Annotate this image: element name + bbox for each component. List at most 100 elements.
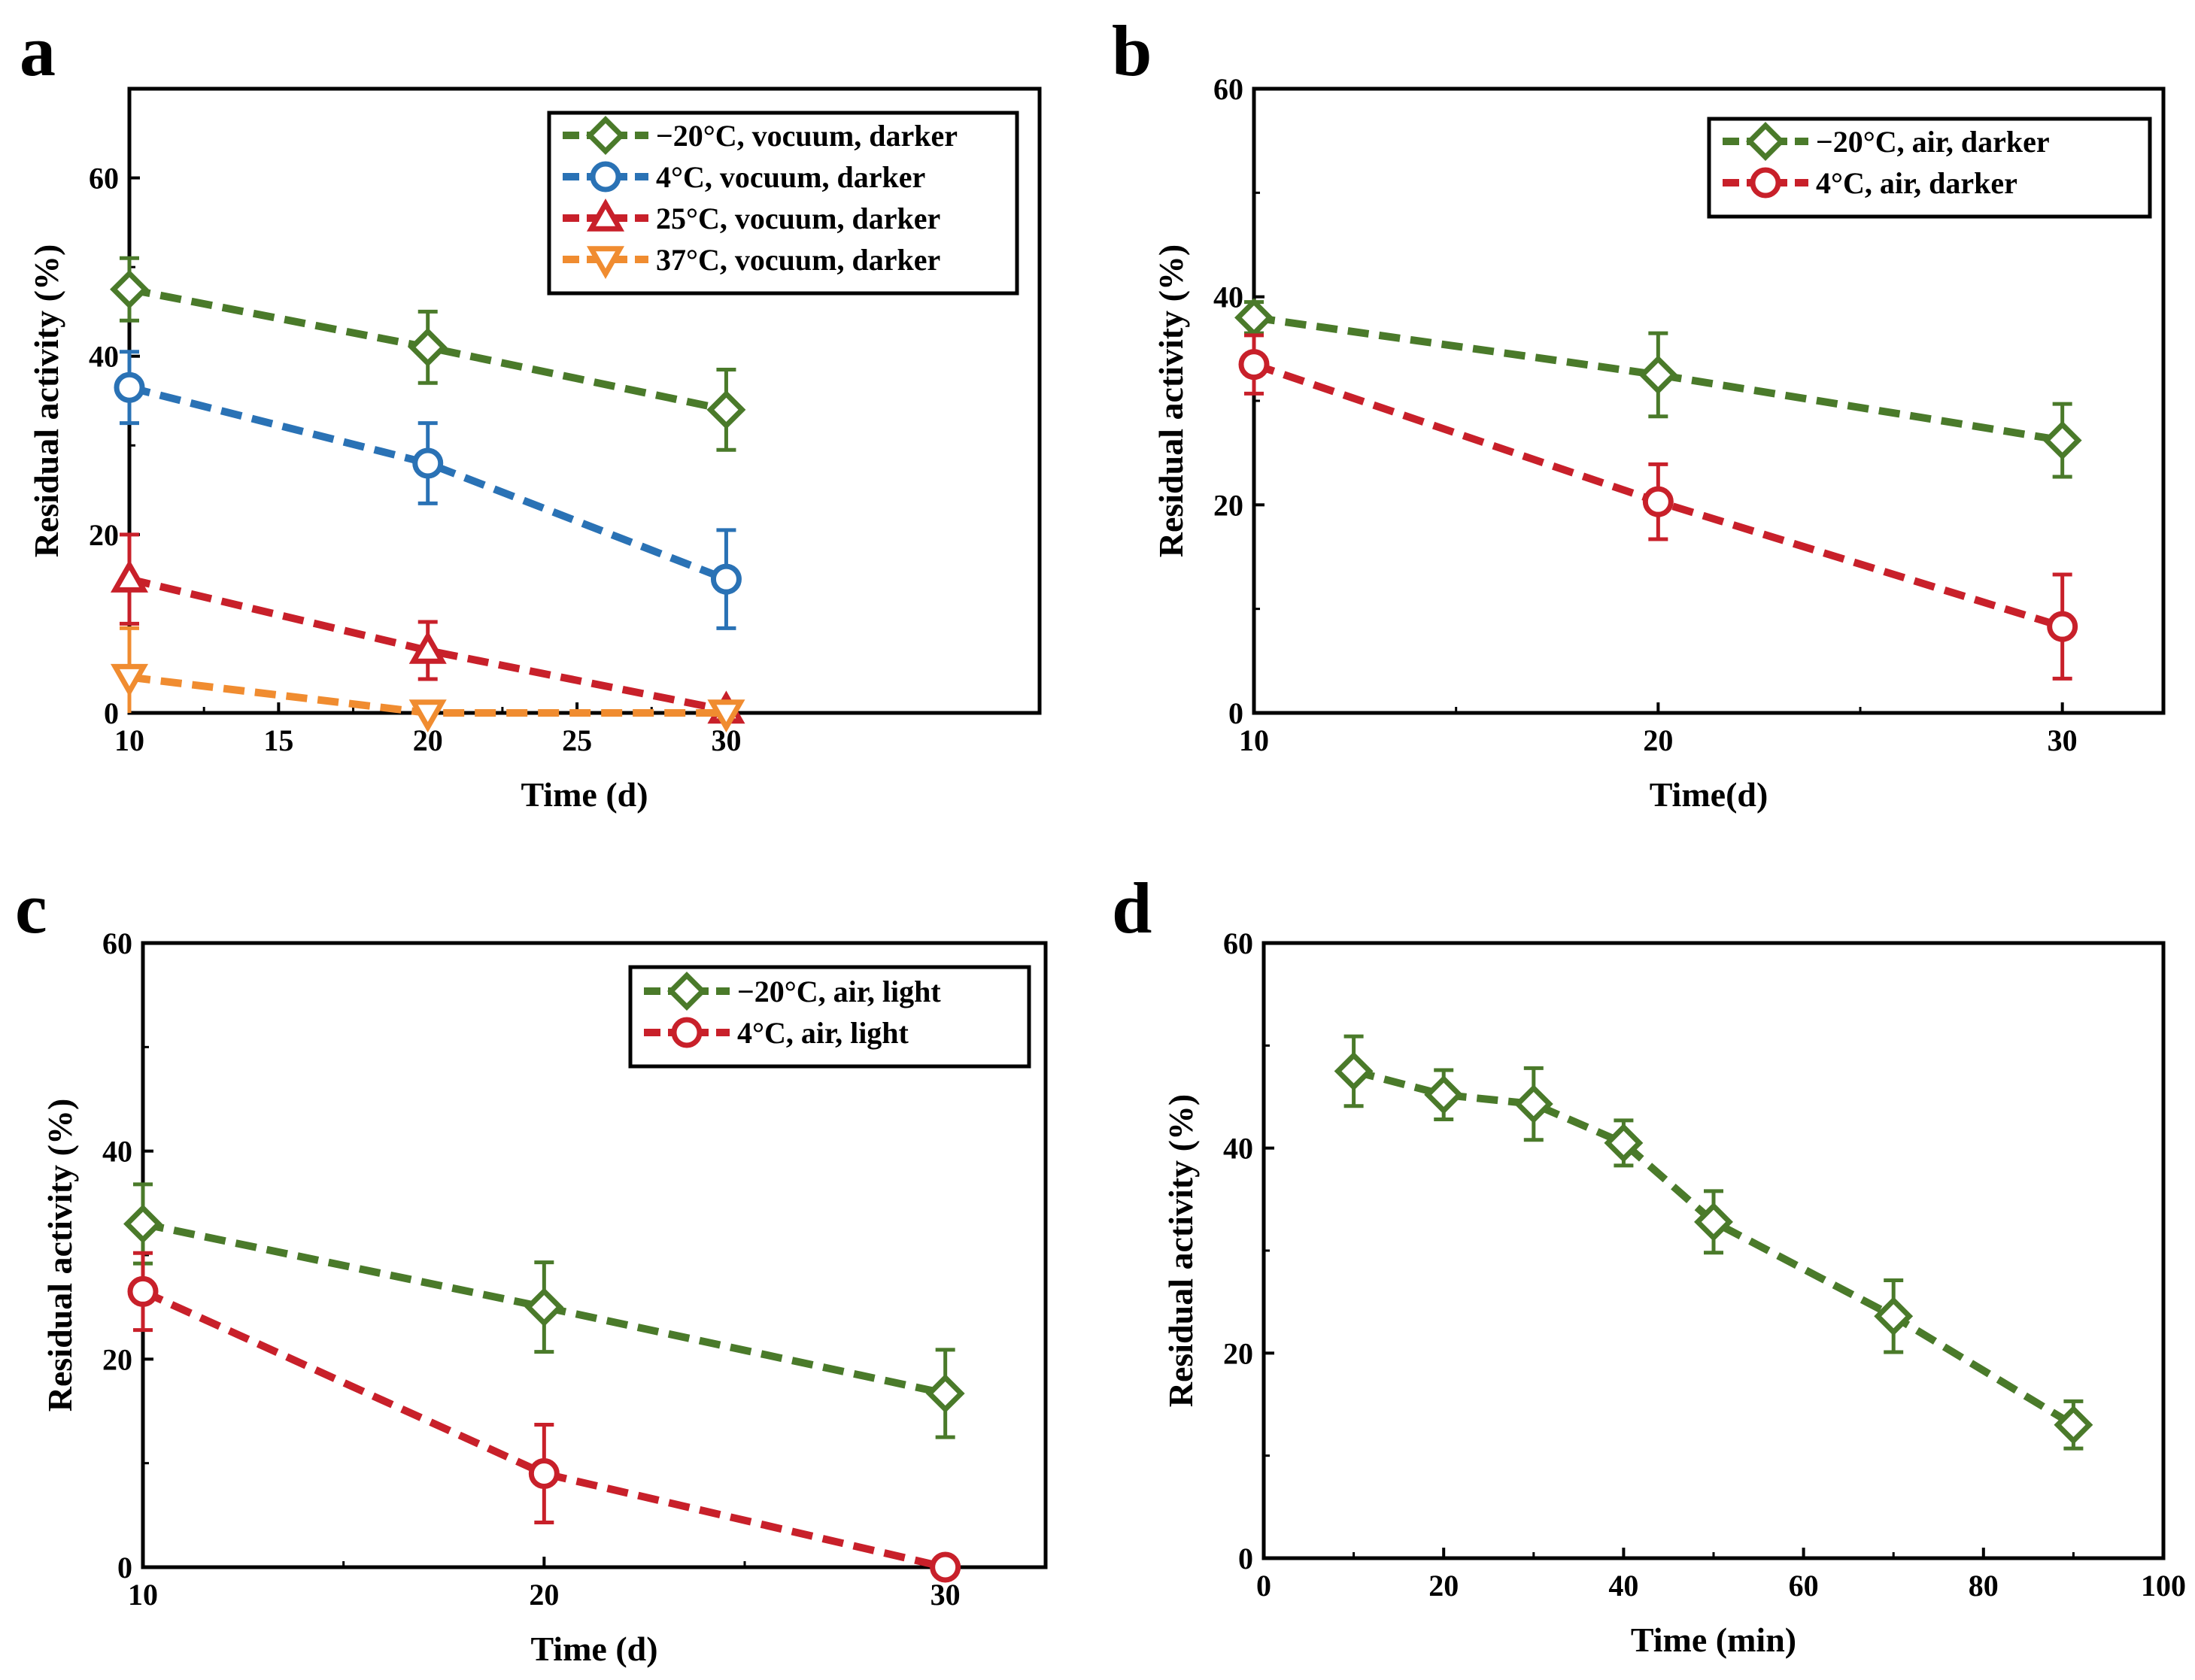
series-line: [128, 384, 728, 583]
legend-label: 25°C, vocuum, darker: [656, 202, 940, 235]
legend: −20°C, air, light 4°C, air, light: [628, 965, 1031, 1069]
panel-letter: a: [20, 11, 56, 91]
legend-marker: [1746, 122, 1785, 161]
legend-label: −20°C, air, light: [737, 975, 941, 1008]
x-tick-label: 0: [1256, 1569, 1271, 1603]
series-0: [123, 1182, 965, 1439]
chart-panel-d: d 0 20 40 60 80 100 0 20 40 60 Time (min) Residual a…: [1112, 868, 2186, 1659]
y-tick-label: 60: [102, 926, 132, 960]
y-tick-label: 40: [1223, 1132, 1253, 1166]
series-2: [110, 532, 745, 724]
data-point: [110, 663, 149, 697]
series-1: [114, 350, 742, 630]
data-point: [1334, 1051, 1374, 1091]
legend: −20°C, air, darker 4°C, air, darker: [1707, 117, 2152, 219]
y-tick-label: 60: [1213, 72, 1243, 106]
series-1: [127, 1251, 961, 1583]
y-tick-label: 0: [1228, 696, 1243, 730]
x-tick-label: 15: [263, 723, 293, 757]
data-point: [408, 630, 447, 664]
y-tick-label: 40: [1213, 281, 1243, 314]
panel-letter: b: [1112, 11, 1152, 91]
data-point: [114, 371, 145, 403]
y-tick-label: 20: [89, 518, 119, 552]
y-tick-label: 40: [89, 340, 119, 374]
y-axis-title: Residual activity (%): [27, 244, 65, 558]
y-tick-label: 20: [102, 1342, 132, 1376]
y-tick-label: 0: [117, 1551, 132, 1584]
data-point: [2042, 420, 2082, 460]
data-point: [1694, 1202, 1733, 1242]
y-tick-label: 0: [104, 696, 119, 730]
x-tick-label: 40: [1608, 1569, 1638, 1603]
x-axis-title: Time (min): [1631, 1621, 1796, 1659]
data-point: [1874, 1296, 1914, 1336]
y-axis-title: Residual activity (%): [1161, 1094, 1200, 1408]
data-point: [1238, 349, 1270, 381]
legend-label: 37°C, vocuum, darker: [656, 243, 940, 277]
y-axis-title: Residual activity (%): [1152, 244, 1190, 558]
x-tick-label: 80: [1969, 1569, 1999, 1603]
data-point: [1642, 486, 1674, 517]
data-point: [412, 447, 444, 479]
data-point: [127, 1275, 159, 1307]
x-tick-label: 60: [1789, 1569, 1819, 1603]
series-1: [1238, 333, 2078, 681]
legend-marker: [586, 116, 625, 155]
data-point: [110, 559, 149, 593]
data-point: [408, 699, 447, 733]
data-point: [528, 1458, 560, 1489]
y-tick-label: 0: [1238, 1542, 1253, 1575]
x-tick-label: 20: [1428, 1569, 1459, 1603]
data-point: [1234, 298, 1274, 338]
x-tick-label: 20: [1643, 723, 1673, 757]
data-point: [524, 1287, 564, 1327]
x-tick-label: 30: [931, 1578, 961, 1612]
series-3: [110, 626, 745, 733]
y-tick-label: 20: [1213, 488, 1243, 522]
data-point: [1638, 355, 1678, 395]
data-point: [2054, 1405, 2093, 1445]
legend-marker: [667, 972, 706, 1011]
data-point: [710, 563, 742, 595]
data-point: [930, 1551, 961, 1583]
legend-marker: [586, 246, 625, 280]
panel-letter: c: [15, 868, 47, 948]
legend-box: [628, 965, 1031, 1069]
x-tick-label: 20: [529, 1578, 559, 1612]
y-axis-title: Residual activity (%): [41, 1099, 79, 1412]
legend-box: [1707, 117, 2152, 219]
series-0: [110, 256, 746, 452]
legend-label: −20°C, vocuum, darker: [656, 119, 958, 153]
legend: −20°C, vocuum, darker 4°C, vocuum, darker…: [547, 111, 1019, 296]
x-tick-label: 25: [562, 723, 592, 757]
panel-letter: d: [1112, 868, 1152, 948]
legend-label: 4°C, air, darker: [1816, 166, 2017, 200]
data-point: [1513, 1084, 1553, 1124]
y-tick-label: 40: [102, 1135, 132, 1169]
x-axis-title: Time (d): [530, 1630, 657, 1668]
series-0: [1234, 298, 2082, 479]
legend-marker: [671, 1017, 703, 1048]
legend-marker: [586, 198, 625, 232]
chart-panel-b: b 10 20 30 0 20 40 60 Time(d) Residual activity (…: [1112, 11, 2166, 814]
legend-label: 4°C, air, light: [737, 1016, 909, 1050]
legend-label: 4°C, vocuum, darker: [656, 160, 925, 194]
series-line: [1253, 314, 2063, 444]
x-tick-label: 100: [2141, 1569, 2186, 1603]
data-point: [925, 1374, 965, 1413]
x-tick-label: 10: [114, 723, 144, 757]
data-point: [408, 327, 448, 367]
data-point: [707, 699, 745, 733]
x-tick-label: 10: [1239, 723, 1269, 757]
series-0: [1334, 1034, 2093, 1451]
data-point: [2047, 611, 2078, 642]
data-point: [123, 1204, 162, 1244]
chart-panel-c: c 10 20 30 0 20 40 60 Time (d) Residual activity …: [15, 868, 1048, 1668]
legend-marker: [590, 161, 621, 193]
data-point: [1604, 1123, 1644, 1163]
x-tick-label: 10: [128, 1578, 158, 1612]
x-axis-title: Time(d): [1650, 775, 1768, 814]
